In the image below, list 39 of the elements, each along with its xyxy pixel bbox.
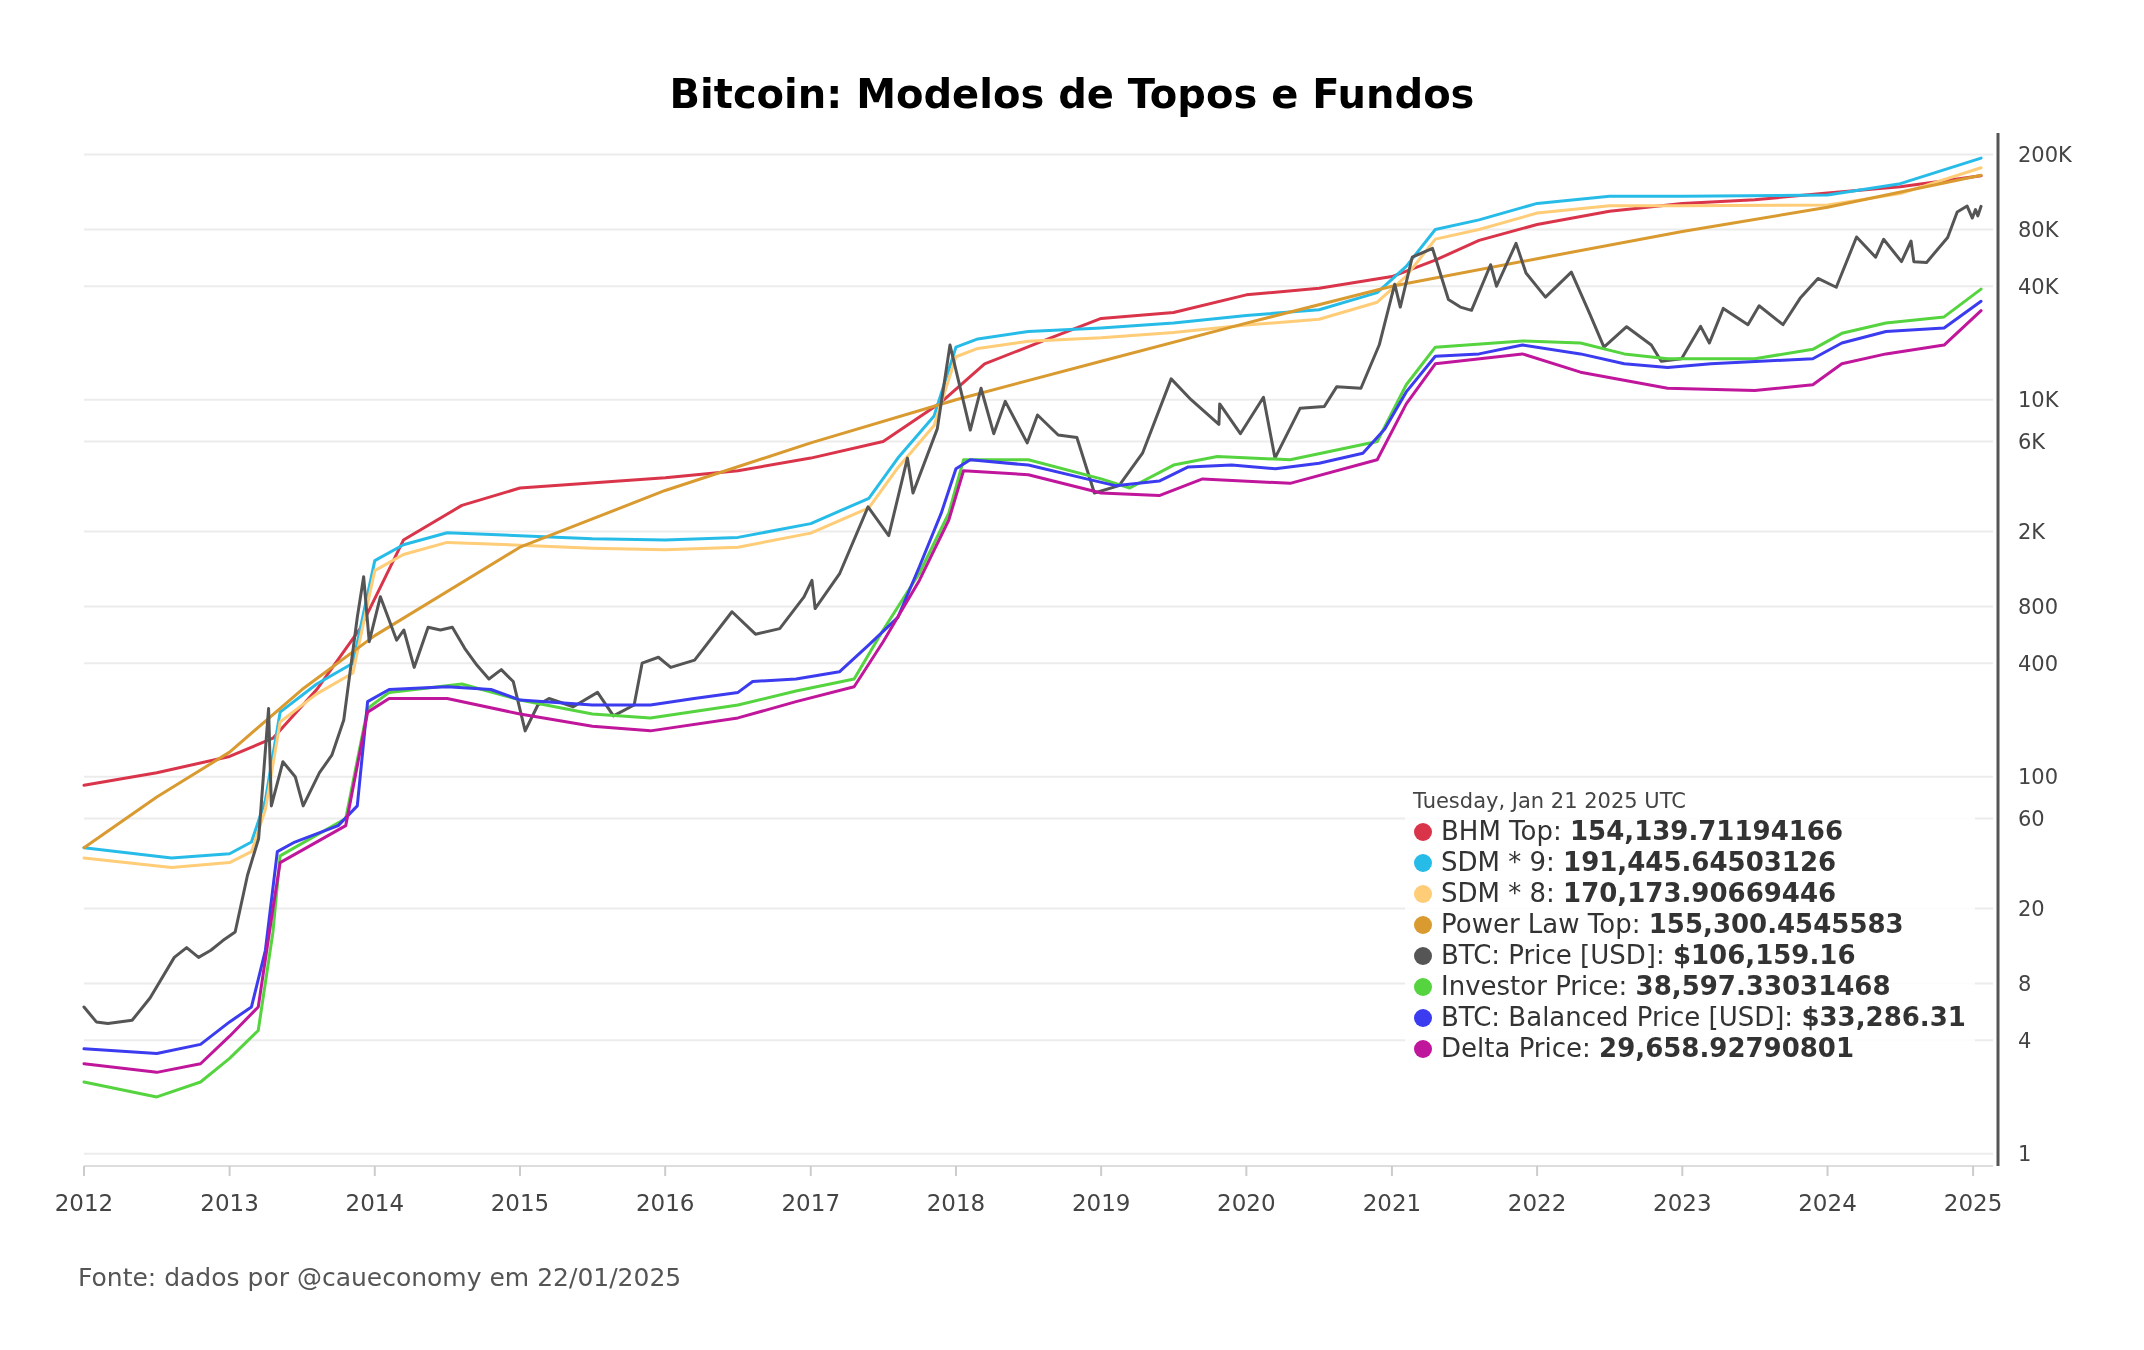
y-tick-label: 8 [2018,971,2032,996]
x-tick-label: 2021 [1362,1190,1422,1216]
x-tick-label: 2014 [345,1190,405,1216]
y-tick-label: 400 [2018,651,2059,676]
chart-title: Bitcoin: Modelos de Topos e Fundos [669,71,1475,117]
x-tick-label: 2016 [635,1190,695,1216]
y-tick-label: 1 [2018,1142,2032,1166]
legend-label: BTC: Price [USD]: $106,159.16 [1441,940,1856,970]
y-tick-label: 60 [2018,806,2045,831]
x-tick-label: 2022 [1507,1190,1567,1216]
x-tick-label: 2013 [200,1190,259,1216]
y-tick-label: 800 [2018,594,2059,619]
legend-title: Tuesday, Jan 21 2025 UTC [1412,789,1686,813]
x-tick-label: 2015 [490,1190,550,1216]
x-tick-label: 2024 [1798,1190,1857,1216]
legend-label: Power Law Top: 155,300.4545583 [1441,909,1904,939]
y-tick-label: 80K [2018,217,2060,242]
y-tick-label: 200K [2018,142,2074,167]
y-tick-label: 40K [2018,274,2060,299]
y-tick-label: 100 [2018,765,2059,790]
y-tick-label: 10K [2018,388,2060,413]
x-tick-label: 2018 [926,1190,986,1216]
x-tick-label: 2012 [54,1190,114,1216]
legend-label: SDM * 8: 170,173.90669446 [1441,878,1837,908]
y-tick-label: 4 [2018,1028,2032,1053]
y-tick-label: 6K [2018,429,2047,454]
legend-label: Delta Price: 29,658.92790801 [1441,1033,1855,1063]
x-tick-label: 2019 [1071,1190,1131,1216]
legend-label: Investor Price: 38,597.33031468 [1441,971,1891,1001]
x-tick-label: 2020 [1217,1190,1276,1216]
x-tick-label: 2023 [1653,1190,1712,1216]
source-note: Fonte: dados por @caueconomy em 22/01/2025 [78,1263,682,1292]
y-tick-label: 2K [2018,519,2047,544]
y-tick-label: 20 [2018,896,2045,921]
x-tick-label: 2025 [1943,1190,2003,1216]
x-tick-label: 2017 [781,1190,841,1216]
legend-label: SDM * 9: 191,445.64503126 [1441,847,1837,877]
legend-label: BTC: Balanced Price [USD]: $33,286.31 [1441,1002,1966,1032]
legend-label: BHM Top: 154,139.71194166 [1441,816,1844,846]
